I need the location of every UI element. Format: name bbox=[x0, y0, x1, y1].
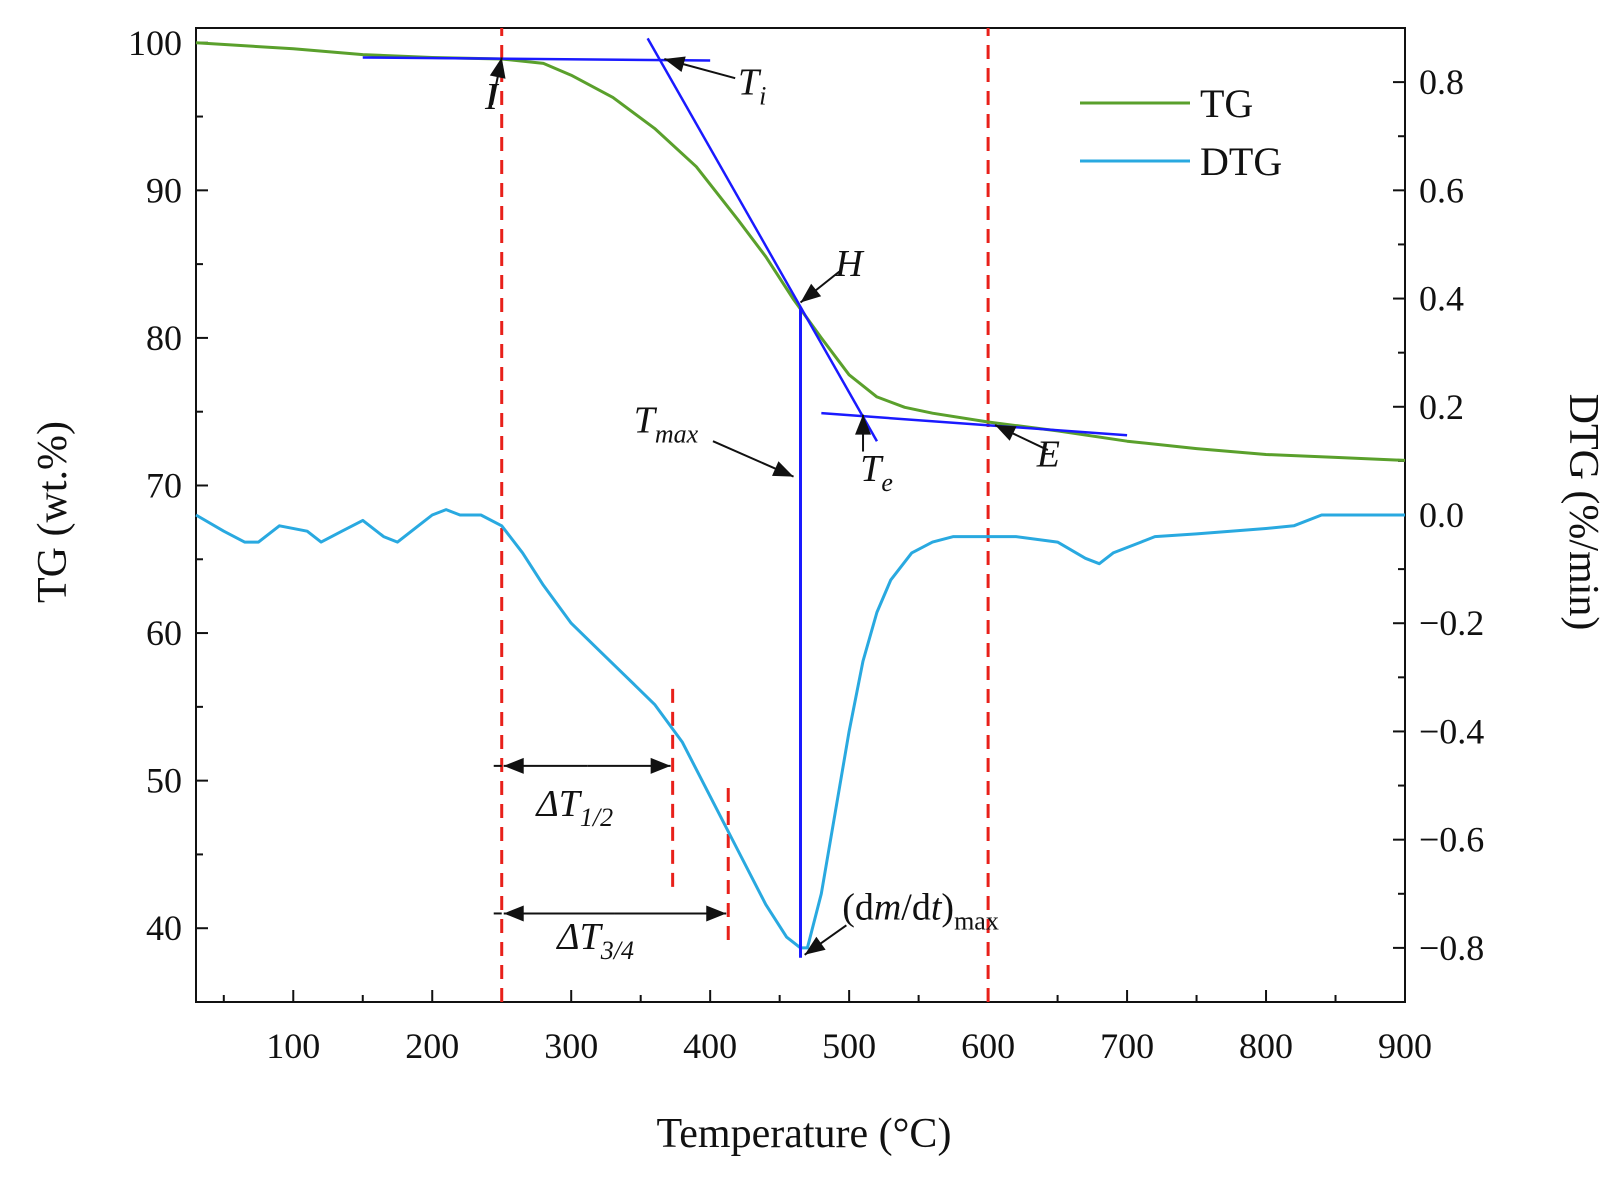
arrow-Te-head bbox=[855, 414, 872, 435]
y2-axis-title: DTG (%/min) bbox=[1560, 394, 1606, 631]
label-Te: Te bbox=[860, 448, 893, 497]
x-tick-label: 800 bbox=[1239, 1026, 1293, 1066]
span-dT12-right bbox=[587, 757, 671, 774]
span-dT12-left-head bbox=[503, 757, 524, 774]
span-dT34-left bbox=[503, 905, 615, 922]
x-tick-label: 100 bbox=[266, 1026, 320, 1066]
y2-tick-label: 0.0 bbox=[1419, 495, 1464, 535]
inflection-tangent bbox=[646, 37, 879, 442]
y-tick-label: 80 bbox=[146, 318, 182, 358]
legend-tg-label: TG bbox=[1200, 81, 1253, 126]
y-axis-title: TG (wt.%) bbox=[30, 421, 76, 603]
legend: TG DTG bbox=[1080, 81, 1282, 184]
arrow-H bbox=[799, 270, 841, 304]
marks-group bbox=[195, 28, 1406, 1002]
y2-tick-label: −0.4 bbox=[1419, 711, 1484, 751]
x-tick-label: 400 bbox=[683, 1026, 737, 1066]
label-delta-t-three-quarter: ΔT3/4 bbox=[555, 916, 634, 965]
y-tick-label: 70 bbox=[146, 465, 182, 505]
x-tick-label: 300 bbox=[544, 1026, 598, 1066]
y2-tick-label: 0.8 bbox=[1419, 62, 1464, 102]
y2-tick-label: −0.6 bbox=[1419, 820, 1484, 860]
x-tick-label: 500 bbox=[822, 1026, 876, 1066]
ticks-group: 100 200 300 400 500 600 700 800 900 40 50 60 70 80 90 1… bbox=[128, 23, 1484, 1066]
arrow-I-head bbox=[489, 57, 506, 79]
y2-tick-label: −0.8 bbox=[1419, 928, 1484, 968]
y-tick-label: 40 bbox=[146, 908, 182, 948]
span-dT34-right bbox=[614, 905, 727, 922]
arrow-I bbox=[489, 57, 506, 105]
span-dT34-right-head bbox=[706, 905, 727, 922]
x-axis-title: Temperature (°C) bbox=[657, 1111, 952, 1157]
x-tick-label: 700 bbox=[1100, 1026, 1154, 1066]
annotations-group: I Ti H Tmax Te E ΔT1/2 ΔT3/4 (dm/dt)max bbox=[484, 61, 1060, 964]
end-tangent bbox=[821, 411, 1128, 437]
y-tick-label: 60 bbox=[146, 613, 182, 653]
arrow-E-head bbox=[995, 424, 1017, 441]
y2-tick-label: 0.4 bbox=[1419, 279, 1464, 319]
label-I: I bbox=[484, 76, 500, 118]
arrow-E bbox=[994, 424, 1049, 451]
y2-tick-label: 0.6 bbox=[1419, 170, 1464, 210]
legend-dtg-label: DTG bbox=[1200, 139, 1282, 184]
label-E: E bbox=[1036, 433, 1060, 475]
arrow-Tmax bbox=[712, 440, 794, 478]
x-tick-label: 600 bbox=[961, 1026, 1015, 1066]
label-delta-t-half: ΔT1/2 bbox=[534, 783, 613, 832]
arrow-Tmax-head bbox=[772, 461, 794, 477]
label-Tmax: Tmax bbox=[634, 399, 699, 448]
y2-tick-label: 0.2 bbox=[1419, 387, 1464, 427]
arrow-Te bbox=[855, 414, 872, 452]
span-dT34-left-head bbox=[503, 905, 524, 922]
x-tick-label: 200 bbox=[405, 1026, 459, 1066]
y-tick-label: 100 bbox=[128, 23, 182, 63]
y-tick-label: 90 bbox=[146, 170, 182, 210]
span-dT12-right-head bbox=[650, 757, 671, 774]
label-H: H bbox=[834, 243, 865, 285]
arrow-dmdt-head bbox=[804, 936, 826, 955]
arrow-Ti-head bbox=[664, 56, 686, 72]
y2-tick-label: −0.2 bbox=[1419, 603, 1484, 643]
span-dT12-left bbox=[503, 757, 588, 774]
y-tick-label: 50 bbox=[146, 761, 182, 801]
arrow-H-head bbox=[800, 283, 822, 303]
x-tick-label: 900 bbox=[1378, 1026, 1432, 1066]
overlays-group bbox=[362, 37, 1128, 958]
arrow-Ti bbox=[664, 56, 736, 80]
label-Ti: Ti bbox=[738, 61, 766, 110]
baseline-tangent bbox=[362, 56, 711, 62]
label-dmdt-max: (dm/dt)max bbox=[842, 886, 999, 935]
series-line-dtg bbox=[195, 508, 1405, 950]
arrow-dmdt bbox=[804, 924, 847, 956]
